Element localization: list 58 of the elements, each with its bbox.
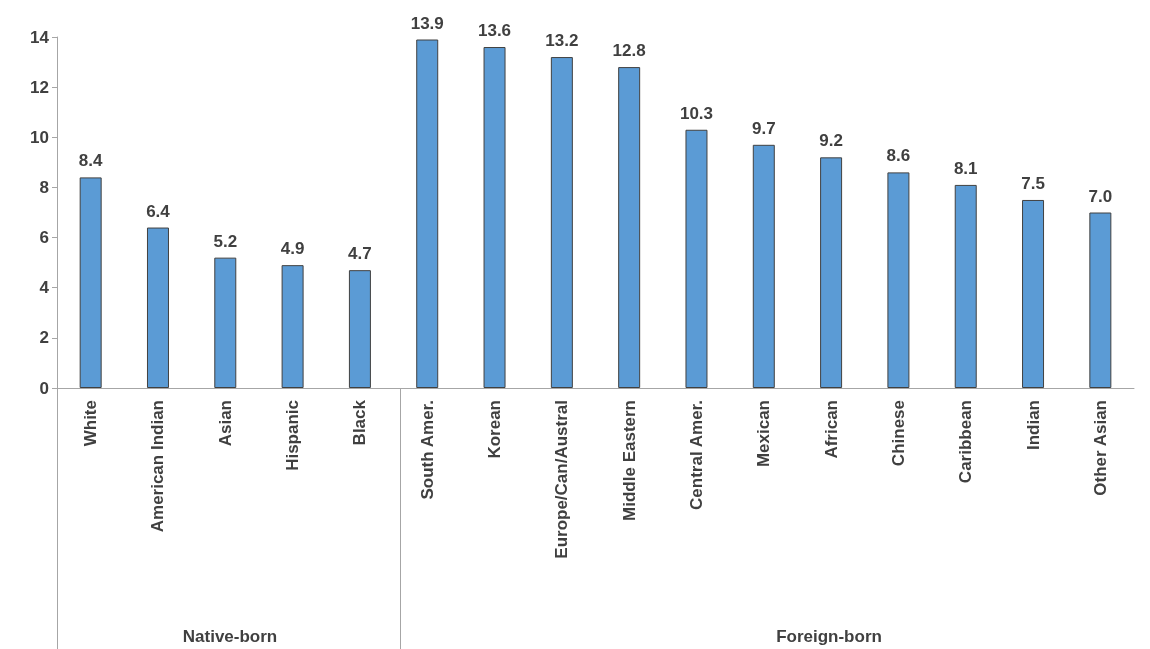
x-tick-label: Indian bbox=[1023, 400, 1043, 451]
bar bbox=[550, 57, 573, 388]
x-tick-label: Middle Eastern bbox=[619, 400, 639, 521]
bar bbox=[348, 270, 371, 388]
x-tick-label: Caribbean bbox=[956, 400, 976, 484]
x-tick-label: Other Asian bbox=[1090, 400, 1110, 496]
data-label: 12.8 bbox=[612, 41, 646, 61]
data-label: 9.2 bbox=[819, 131, 843, 151]
bar bbox=[752, 144, 775, 388]
text: Native-born bbox=[182, 626, 278, 646]
bar bbox=[1022, 199, 1045, 388]
bar bbox=[281, 265, 304, 388]
data-label: 4.7 bbox=[348, 244, 372, 264]
x-tick-label: White bbox=[81, 400, 101, 447]
data-label: 5.2 bbox=[213, 231, 238, 251]
x-tick-label: Europe/Can/Austral bbox=[552, 400, 572, 559]
x-tick-label: Asian bbox=[215, 400, 235, 447]
x-tick-label: South Amer. bbox=[417, 400, 437, 500]
bar bbox=[146, 227, 169, 388]
x-tick-label: Central Amer. bbox=[686, 400, 706, 510]
data-label: 13.6 bbox=[477, 21, 512, 41]
data-label: 8.6 bbox=[886, 146, 911, 166]
x-tick-label: Mexican bbox=[754, 400, 774, 468]
y-tick-label: 0 bbox=[39, 378, 49, 398]
x-tick-label: Chinese bbox=[888, 400, 908, 467]
bar bbox=[618, 67, 641, 388]
y-tick-label: 4 bbox=[39, 278, 50, 298]
y-tick-label: 6 bbox=[39, 228, 49, 248]
data-label: 6.4 bbox=[146, 201, 171, 221]
bar bbox=[79, 177, 102, 388]
data-label: 4.9 bbox=[280, 239, 305, 259]
bar bbox=[887, 172, 910, 388]
y-tick-label: 12 bbox=[30, 77, 49, 97]
data-label: 9.7 bbox=[751, 118, 776, 138]
bar bbox=[483, 47, 506, 388]
text: Foreign-born bbox=[776, 626, 882, 646]
bar bbox=[214, 257, 237, 388]
y-tick-label: 8 bbox=[39, 177, 49, 197]
data-label: 7.0 bbox=[1088, 186, 1113, 206]
x-tick-label: Korean bbox=[485, 400, 505, 459]
y-tick-label: 2 bbox=[39, 328, 49, 348]
bar bbox=[954, 184, 977, 388]
data-label: 13.2 bbox=[545, 31, 579, 51]
x-tick-label: American Indian bbox=[148, 400, 168, 533]
bar bbox=[416, 39, 439, 388]
data-label: 13.9 bbox=[410, 13, 444, 33]
x-tick-label: African bbox=[821, 400, 841, 459]
bar bbox=[685, 129, 708, 388]
y-tick-label: 14 bbox=[30, 27, 50, 47]
bar bbox=[1089, 212, 1112, 388]
data-label: 7.5 bbox=[1021, 173, 1045, 193]
x-tick-label: Black bbox=[350, 399, 370, 446]
data-label: 8.4 bbox=[78, 151, 104, 171]
bar bbox=[820, 157, 843, 388]
data-label: 8.1 bbox=[953, 158, 978, 178]
y-tick-label: 10 bbox=[30, 127, 49, 147]
x-tick-label: Hispanic bbox=[283, 400, 303, 471]
data-label: 10.3 bbox=[679, 103, 714, 123]
